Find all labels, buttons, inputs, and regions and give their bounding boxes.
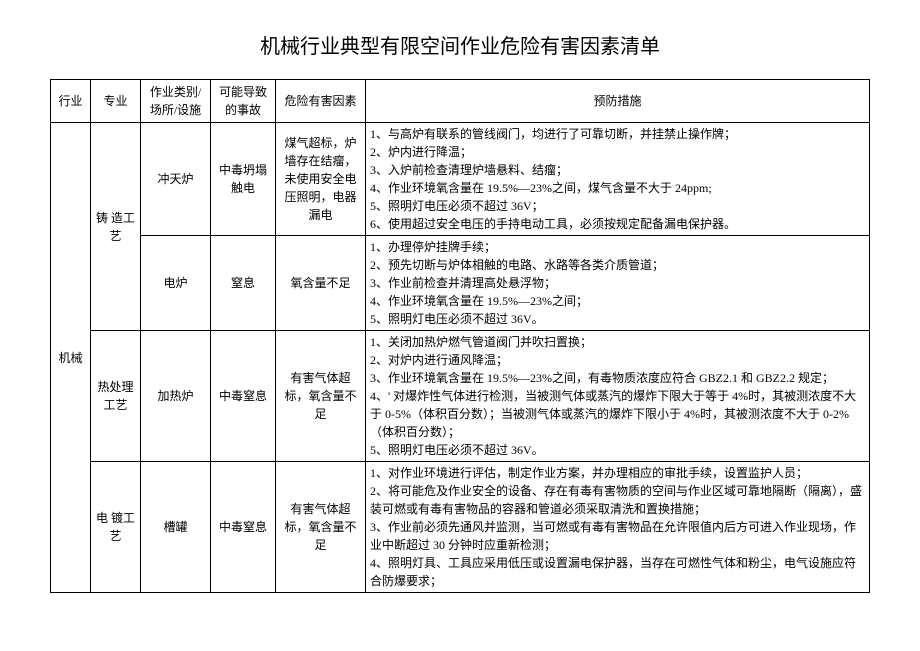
th-place: 作业类别/场所/设施 (141, 80, 211, 123)
measure-line: 1、与高炉有联系的管线阀门，均进行了可靠切断，并挂禁止操作牌； (370, 125, 865, 143)
cell-accident: 中毒窒息 (211, 462, 276, 593)
cell-place: 冲天炉 (141, 123, 211, 236)
cell-measure: 1、与高炉有联系的管线阀门，均进行了可靠切断，并挂禁止操作牌； 2、炉内进行降温… (366, 123, 870, 236)
measure-line: 3、作业环境氧含量在 19.5%—23%之间，有毒物质浓度应符合 GBZ2.1 … (370, 369, 865, 387)
measure-line: 2、对炉内进行通风降温； (370, 351, 865, 369)
measure-line: 3、作业前检查并清理高处悬浮物； (370, 274, 865, 292)
measure-line: 5、照明灯电压必须不超过 36V； (370, 197, 865, 215)
measure-line: 1、办理停炉挂牌手续； (370, 238, 865, 256)
measure-line: 2、炉内进行降温； (370, 143, 865, 161)
cell-place: 槽罐 (141, 462, 211, 593)
measure-line: 3、作业前必须先通风并监测，当可燃或有毒有害物品在允许限值内后方可进入作业现场，… (370, 518, 865, 554)
th-industry: 行业 (51, 80, 91, 123)
cell-major: 铸 造工艺 (91, 123, 141, 331)
th-major: 专业 (91, 80, 141, 123)
cell-measure: 1、对作业环境进行评估，制定作业方案，并办理相应的审批手续，设置监护人员； 2、… (366, 462, 870, 593)
cell-major: 热处理工艺 (91, 331, 141, 462)
table-row: 热处理工艺 加热炉 中毒窒息 有害气体超标，氧含量不足 1、关闭加热炉燃气管道阀… (51, 331, 870, 462)
measure-line: 3、入炉前检查清理炉墙悬料、结瘤； (370, 161, 865, 179)
measure-line: 4、照明灯具、工具应采用低压或设置漏电保护器，当存在可燃性气体和粉尘，电气设施应… (370, 554, 865, 590)
measure-line: 6、使用超过安全电压的手持电动工具，必须按规定配备漏电保护器。 (370, 215, 865, 233)
cell-accident: 中毒窒息 (211, 331, 276, 462)
cell-accident: 窒息 (211, 236, 276, 331)
cell-hazard: 煤气超标，炉墙存在结瘤，未使用安全电压照明，电器漏电 (276, 123, 366, 236)
measure-line: 4、' 对爆炸性气体进行检测，当被测气体或蒸汽的爆炸下限大于等于 4%时，其被测… (370, 387, 865, 441)
measure-line: 1、对作业环境进行评估，制定作业方案，并办理相应的审批手续，设置监护人员； (370, 464, 865, 482)
cell-place: 加热炉 (141, 331, 211, 462)
table-row: 电炉 窒息 氧含量不足 1、办理停炉挂牌手续； 2、预先切断与炉体相触的电路、水… (51, 236, 870, 331)
measure-line: 5、照明灯电压必须不超过 36V。 (370, 310, 865, 328)
cell-accident: 中毒坍塌触电 (211, 123, 276, 236)
cell-measure: 1、关闭加热炉燃气管道阀门并吹扫置换； 2、对炉内进行通风降温； 3、作业环境氧… (366, 331, 870, 462)
hazard-table: 行业 专业 作业类别/场所/设施 可能导致的事故 危险有害因素 预防措施 机械 … (50, 79, 870, 593)
cell-hazard: 氧含量不足 (276, 236, 366, 331)
measure-line: 1、关闭加热炉燃气管道阀门并吹扫置换； (370, 333, 865, 351)
measure-line: 5、照明灯电压必须不超过 36V。 (370, 441, 865, 459)
table-row: 电 镀工艺 槽罐 中毒窒息 有害气体超标，氧含量不足 1、对作业环境进行评估，制… (51, 462, 870, 593)
cell-major: 电 镀工艺 (91, 462, 141, 593)
cell-place: 电炉 (141, 236, 211, 331)
th-hazard: 危险有害因素 (276, 80, 366, 123)
th-measure: 预防措施 (366, 80, 870, 123)
measure-line: 4、作业环境氧含量在 19.5%—23%之间，煤气含量不大于 24ppm; (370, 179, 865, 197)
page-title: 机械行业典型有限空间作业危险有害因素清单 (50, 30, 870, 59)
table-header-row: 行业 专业 作业类别/场所/设施 可能导致的事故 危险有害因素 预防措施 (51, 80, 870, 123)
measure-line: 2、预先切断与炉体相触的电路、水路等各类介质管道； (370, 256, 865, 274)
cell-hazard: 有害气体超标，氧含量不足 (276, 331, 366, 462)
cell-hazard: 有害气体超标，氧含量不足 (276, 462, 366, 593)
measure-line: 2、将可能危及作业安全的设备、存在有毒有害物质的空间与作业区域可靠地隔断（隔离）… (370, 482, 865, 518)
cell-measure: 1、办理停炉挂牌手续； 2、预先切断与炉体相触的电路、水路等各类介质管道； 3、… (366, 236, 870, 331)
measure-line: 4、作业环境氧含量在 19.5%—23%之间； (370, 292, 865, 310)
cell-industry: 机械 (51, 123, 91, 593)
table-row: 机械 铸 造工艺 冲天炉 中毒坍塌触电 煤气超标，炉墙存在结瘤，未使用安全电压照… (51, 123, 870, 236)
th-accident: 可能导致的事故 (211, 80, 276, 123)
